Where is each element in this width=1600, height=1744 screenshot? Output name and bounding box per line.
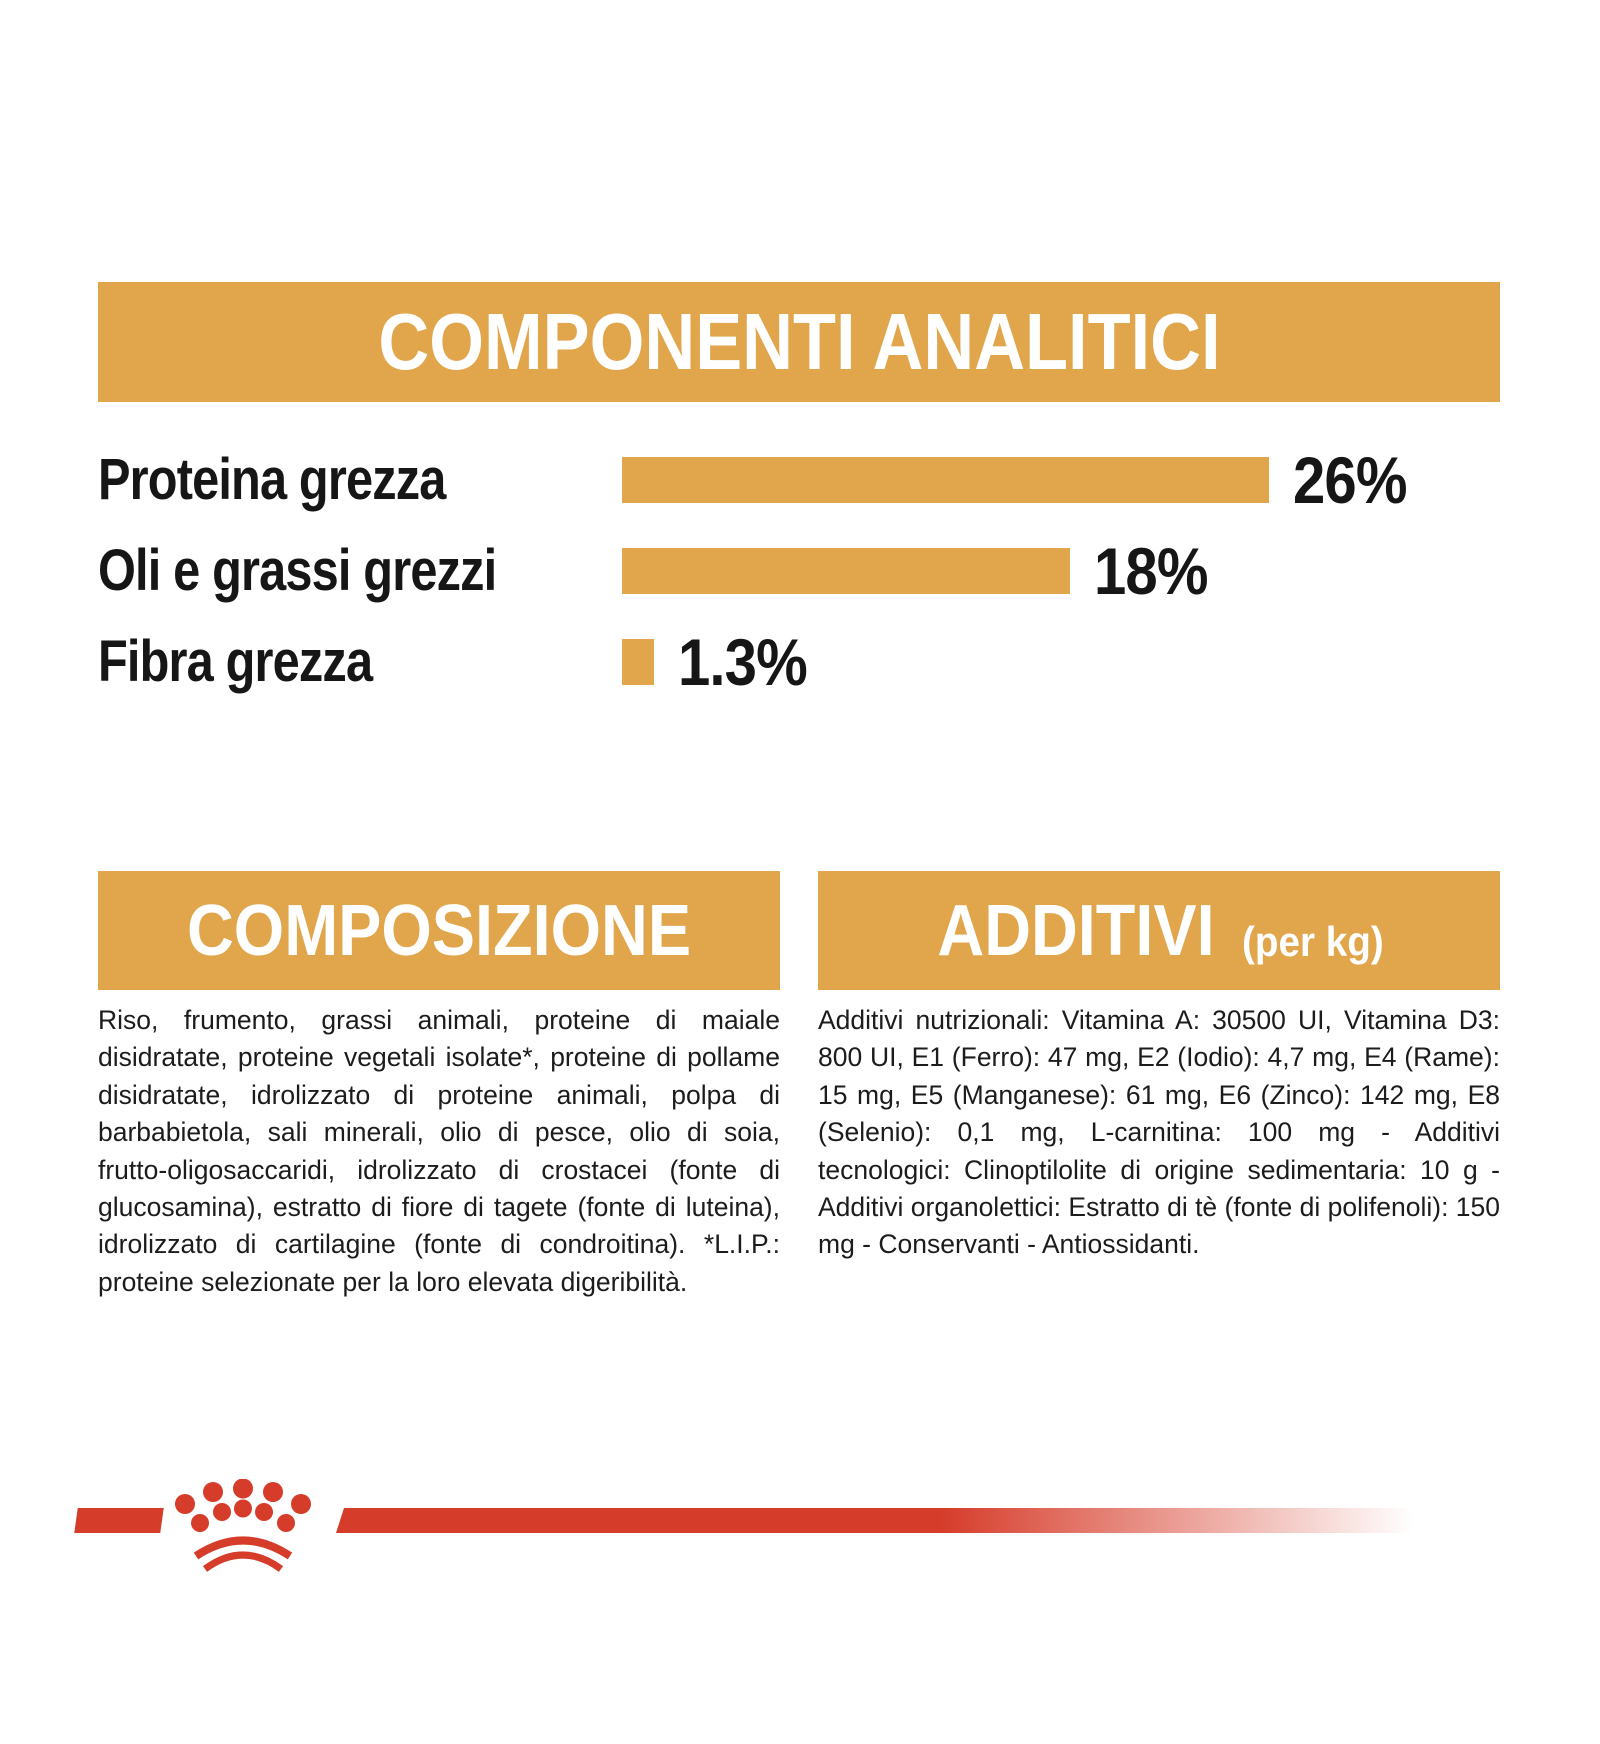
- chart-row: Proteina grezza 26%: [98, 434, 1502, 525]
- chart-value-label: 26%: [1293, 442, 1407, 517]
- analytical-bar-chart: Proteina grezza 26% Oli e grassi grezzi 18%…: [98, 434, 1502, 707]
- chart-bar: [622, 456, 1269, 503]
- chart-bar: [622, 547, 1070, 594]
- additives-section-title: ADDITIVI: [937, 890, 1215, 971]
- additives-text: Additivi nutrizionali: Vitamina A: 30500…: [818, 1005, 1501, 1260]
- additives-section-title-suffix: (per kg): [1242, 917, 1384, 965]
- chart-row: Fibra grezza 1.3%: [98, 616, 1502, 707]
- chart-row-label: Fibra grezza: [98, 629, 373, 694]
- footer-rule-left: [74, 1508, 164, 1533]
- analytical-section-header: COMPONENTI ANALITICI: [98, 282, 1500, 402]
- chart-row: Oli e grassi grezzi 18%: [98, 525, 1502, 616]
- composition-text: Riso, frumento, grassi animali, proteine…: [98, 1005, 780, 1297]
- composition-section-header: COMPOSIZIONE: [98, 871, 780, 990]
- chart-value-label: 1.3%: [678, 624, 808, 699]
- royal-canin-crown-icon: [175, 1479, 311, 1572]
- analytical-section-title: COMPONENTI ANALITICI: [377, 297, 1221, 386]
- footer-rule-right: [336, 1508, 1436, 1533]
- composition-section-title: COMPOSIZIONE: [186, 890, 692, 971]
- chart-bar: [622, 638, 654, 685]
- chart-row-label: Proteina grezza: [98, 447, 446, 512]
- additives-section-header: ADDITIVI (per kg): [818, 871, 1500, 990]
- chart-value-label: 18%: [1094, 533, 1208, 608]
- chart-row-label: Oli e grassi grezzi: [98, 538, 497, 603]
